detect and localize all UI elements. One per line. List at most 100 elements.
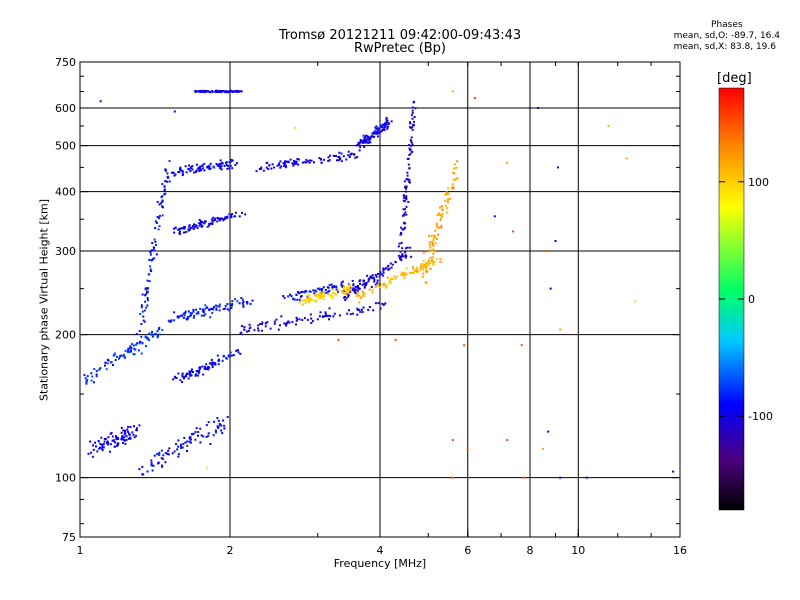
echo-point <box>187 228 190 231</box>
echo-point <box>206 165 209 168</box>
echo-point <box>197 431 200 433</box>
echo-point <box>280 165 283 168</box>
echo-point <box>236 162 238 165</box>
echo-point <box>401 272 404 275</box>
echo-point <box>266 321 269 324</box>
echo-point <box>445 191 448 194</box>
echo-point <box>181 381 184 383</box>
echo-point <box>333 286 336 289</box>
echo-point <box>363 136 366 139</box>
echo-point <box>402 228 405 231</box>
echo-point <box>343 290 346 293</box>
echo-point <box>440 226 443 229</box>
echo-point <box>188 225 191 228</box>
echo-point <box>207 432 210 435</box>
echo-point <box>185 318 188 320</box>
echo-point <box>161 465 164 468</box>
x-tick-label: 6 <box>464 544 471 557</box>
echo-point <box>390 266 393 269</box>
echo-point <box>375 128 378 131</box>
echo-point <box>192 310 195 313</box>
echo-point <box>161 464 163 467</box>
echo-point <box>278 162 281 165</box>
echo-point <box>292 163 295 166</box>
echo-point <box>258 168 261 170</box>
echo-point <box>399 258 402 261</box>
echo-point <box>228 161 231 164</box>
echo-point <box>383 282 385 285</box>
echo-point <box>407 163 410 166</box>
echo-point <box>433 234 435 237</box>
echo-point <box>314 293 317 296</box>
echo-point <box>154 240 157 243</box>
echo-point <box>229 164 232 167</box>
echo-point <box>365 139 368 142</box>
echo-point <box>315 295 318 298</box>
echo-point <box>223 218 226 220</box>
colorbar-tick-label: -100 <box>748 410 773 423</box>
echo-point <box>299 301 301 304</box>
echo-point <box>234 90 237 92</box>
echo-point <box>405 187 408 190</box>
echo-point <box>298 158 300 161</box>
echo-point <box>389 281 392 284</box>
echo-point <box>105 368 108 371</box>
echo-point <box>188 228 191 231</box>
echo-point <box>186 444 189 447</box>
echo-point <box>202 314 205 317</box>
echo-point <box>411 117 414 120</box>
echo-point <box>146 297 149 299</box>
echo-point <box>394 261 397 264</box>
echo-point <box>164 192 167 195</box>
echo-point <box>230 354 233 357</box>
echo-point <box>432 252 435 255</box>
echo-point <box>375 130 378 133</box>
echo-point <box>382 271 385 274</box>
echo-point <box>197 311 200 314</box>
echo-point <box>190 370 193 373</box>
echo-point <box>186 440 189 443</box>
x-tick-label: 10 <box>571 544 585 557</box>
echo-point <box>549 287 552 290</box>
echo-point <box>111 435 114 438</box>
echo-point <box>215 163 218 165</box>
echo-point <box>198 218 201 221</box>
echo-point <box>124 429 126 432</box>
echo-point <box>211 366 214 369</box>
echo-point <box>559 476 562 479</box>
echo-point <box>162 454 165 457</box>
echo-point <box>209 91 212 94</box>
echo-point <box>306 318 309 321</box>
echo-point <box>318 157 321 160</box>
echo-point <box>282 295 285 297</box>
echo-point <box>196 90 199 93</box>
echo-point <box>321 315 324 318</box>
echo-point <box>208 164 211 167</box>
echo-point <box>355 286 358 289</box>
echo-point <box>218 303 221 306</box>
echo-point <box>363 286 366 289</box>
echo-point <box>400 226 403 229</box>
echo-point <box>194 225 197 228</box>
echo-point <box>139 313 142 315</box>
echo-point <box>265 161 268 164</box>
echo-point <box>310 317 313 320</box>
echo-point <box>175 377 178 379</box>
echo-point <box>399 250 402 253</box>
echo-point <box>220 424 223 427</box>
echo-point <box>135 343 138 346</box>
echo-point <box>174 376 177 379</box>
echo-point <box>404 190 407 193</box>
echo-point <box>198 91 201 93</box>
echo-point <box>147 338 150 341</box>
echo-point <box>231 167 234 170</box>
echo-point <box>152 464 155 467</box>
echo-point <box>99 367 102 370</box>
echo-point <box>218 305 221 308</box>
echo-point <box>318 292 321 295</box>
echo-point <box>236 349 239 351</box>
echo-point <box>348 156 351 158</box>
echo-point <box>304 302 307 305</box>
echo-point <box>234 298 237 301</box>
echo-point <box>365 282 368 285</box>
